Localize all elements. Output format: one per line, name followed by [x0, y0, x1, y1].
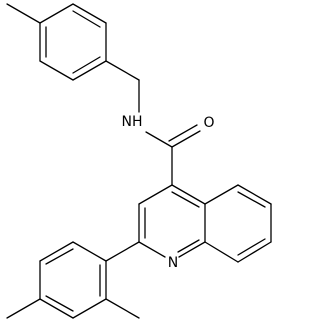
bond — [138, 184, 173, 205]
bond — [237, 241, 272, 263]
bond — [171, 184, 206, 205]
bond — [237, 184, 272, 205]
double-bond — [168, 124, 198, 142]
double-bond — [237, 238, 266, 256]
bond — [39, 60, 74, 81]
bond — [105, 60, 140, 81]
bond — [72, 3, 107, 24]
bond — [105, 241, 140, 262]
double-bond — [177, 239, 200, 253]
bond — [204, 184, 239, 205]
atom-label: N — [168, 255, 178, 271]
atom-label: O — [203, 115, 214, 131]
methyl-bond — [6, 3, 41, 24]
double-bond — [45, 295, 74, 312]
atom-label: NH — [122, 114, 143, 130]
bond — [138, 241, 166, 258]
methyl-bond — [105, 298, 140, 319]
double-bond — [45, 248, 74, 265]
double-bond — [72, 56, 101, 74]
molecule-diagram: NH O N — [6, 3, 272, 319]
double-bond — [171, 191, 200, 208]
bonds — [6, 3, 272, 319]
bond — [145, 131, 173, 148]
bond — [204, 241, 239, 263]
bond — [72, 60, 107, 81]
bond — [39, 3, 74, 24]
methyl-bond — [6, 298, 41, 319]
bond — [72, 241, 107, 262]
bond — [39, 241, 74, 262]
bond — [178, 241, 206, 258]
bond — [39, 298, 74, 319]
double-bond — [237, 191, 266, 208]
double-bond — [72, 10, 101, 28]
bond — [171, 130, 201, 148]
bond — [72, 298, 107, 319]
